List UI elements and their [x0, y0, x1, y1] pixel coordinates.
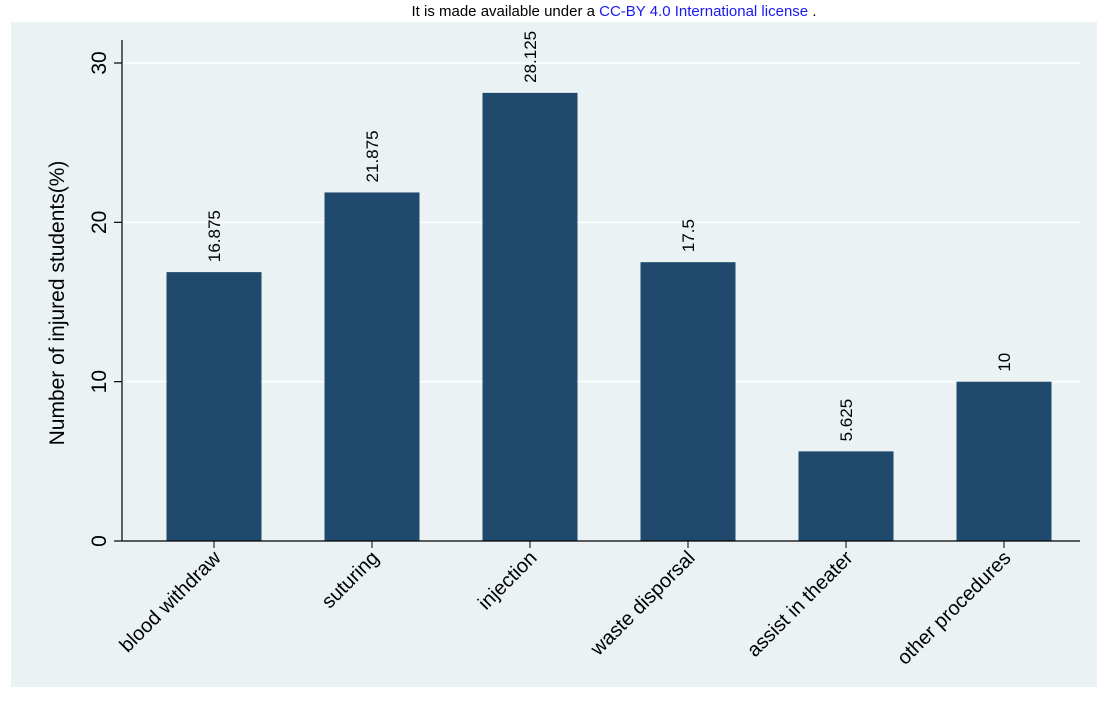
license-prefix: It is made available under a — [411, 3, 595, 20]
bar — [956, 381, 1052, 541]
bar — [798, 451, 894, 541]
value-label: 17.5 — [679, 219, 698, 252]
category-label: other procedures — [893, 547, 1015, 669]
category-label: assist in theater — [743, 547, 858, 662]
category-label: suturing — [318, 547, 384, 613]
license-link[interactable]: CC-BY 4.0 International license — [599, 3, 809, 20]
value-label: 21.875 — [363, 130, 382, 182]
value-label: 28.125 — [521, 31, 540, 83]
category-label: blood withdraw — [116, 547, 226, 657]
value-label: 5.625 — [837, 399, 856, 442]
value-label: 16.875 — [205, 210, 224, 262]
value-label: 10 — [995, 353, 1014, 372]
category-label: injection — [474, 547, 541, 614]
bar — [324, 192, 420, 542]
license-suffix: . — [812, 3, 817, 20]
bar — [482, 92, 578, 541]
bar — [640, 262, 736, 541]
license-notice: It is made available under a CC-BY 4.0 I… — [0, 3, 1109, 20]
y-tick-label: 20 — [88, 211, 111, 234]
y-tick-label: 10 — [88, 370, 111, 393]
bar — [166, 272, 262, 541]
y-axis-title: Number of injured students(%) — [46, 161, 69, 446]
y-tick-label: 0 — [88, 535, 111, 547]
y-tick-label: 30 — [88, 51, 111, 74]
category-label: waste disporsal — [586, 547, 700, 661]
